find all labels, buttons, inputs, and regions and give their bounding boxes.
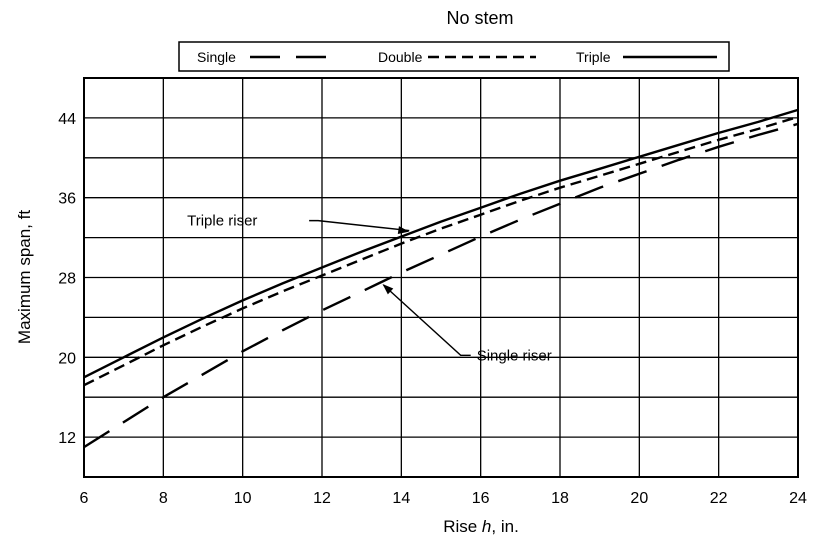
annotation-layer: Triple riser Single riser [187, 213, 552, 365]
grid [83, 77, 799, 478]
series-layer [83, 108, 799, 449]
x-tick-label: 22 [710, 490, 728, 507]
x-axis-label: Rise h, in. [443, 517, 519, 536]
x-tick-label: 18 [551, 490, 569, 507]
x-tick-labels: 6 8 10 12 14 16 18 20 22 24 [80, 490, 807, 507]
x-tick-label: 12 [313, 490, 331, 507]
annotation-triple-riser: Triple riser [187, 213, 257, 230]
series-line-single [83, 122, 799, 449]
annotation-leader-triple-riser [309, 219, 410, 232]
annotation-single-riser: Single riser [477, 347, 552, 364]
annotation-leader-single-riser [383, 284, 471, 356]
series-line-triple [83, 108, 799, 379]
y-axis-label: Maximum span, ft [15, 210, 34, 344]
legend-label-single: Single [197, 49, 236, 65]
y-tick-labels: 12 20 28 36 44 [58, 111, 76, 447]
legend-label-triple: Triple [576, 49, 611, 65]
x-tick-label: 10 [234, 490, 252, 507]
x-tick-label: 6 [80, 490, 89, 507]
y-tick-label: 36 [58, 191, 76, 208]
y-tick-label: 28 [58, 271, 76, 288]
y-tick-label: 20 [58, 350, 76, 367]
y-tick-label: 12 [58, 430, 76, 447]
chart-title: No stem [446, 8, 513, 28]
plot-frame [83, 77, 799, 478]
x-tick-label: 16 [472, 490, 490, 507]
y-tick-label: 44 [58, 111, 76, 128]
legend: Single Double Triple [178, 41, 730, 72]
legend-label-double: Double [378, 49, 423, 65]
x-tick-label: 14 [392, 490, 410, 507]
x-tick-label: 20 [630, 490, 648, 507]
x-tick-label: 8 [159, 490, 168, 507]
series-line-double [83, 115, 799, 387]
x-tick-label: 24 [789, 490, 807, 507]
